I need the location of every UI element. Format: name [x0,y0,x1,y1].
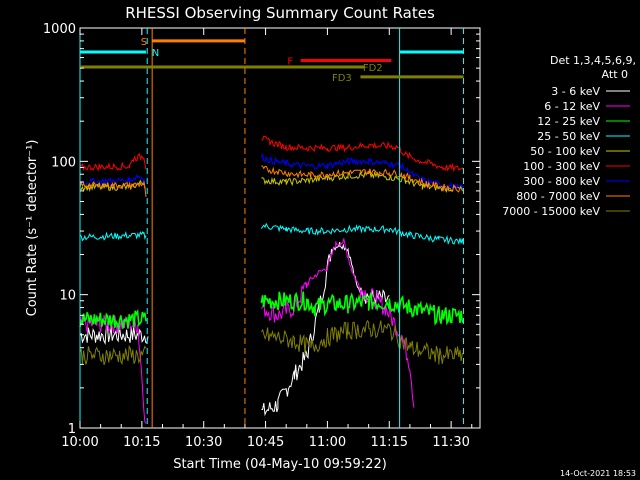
legend-label-2: 6 - 12 keV [544,100,600,113]
legend-header-line-1: Det 1,3,4,5,6,9, [550,54,636,67]
state-bar-label-4: F [287,57,293,68]
series-line-9 [79,319,464,366]
series-line-2 [79,238,415,424]
legend-label-7: 300 - 800 keV [523,175,600,188]
legend: Det 1,3,4,5,6,9, Att 0 3 - 6 keV 6 - 12 k… [502,54,636,218]
plot-area: SN F FD2 FD3 10:00 10:15 10:30 10:45 11:00 11:15 1… [43,22,481,450]
series-line-6 [79,135,464,173]
chart-title: RHESSI Observing Summary Count Rates [125,4,435,22]
state-bar-label-1: S [141,37,147,48]
series-line-5 [79,170,464,194]
series-line-1 [79,241,390,417]
y-tick-label-4: 1000 [43,22,76,37]
state-bar-label-5: FD2 [363,63,383,74]
series-line-3 [79,291,464,330]
y-tick-label-3: 100 [51,155,76,170]
y-axis-label: Count Rate (s⁻¹ detector⁻¹) [25,140,40,317]
legend-label-5: 50 - 100 keV [530,145,600,158]
state-bar-label-2: N [152,48,159,59]
x-tick-label-6: 11:15 [371,435,408,450]
y-tick-label-1: 1 [68,422,76,437]
legend-label-3: 12 - 25 keV [537,115,600,128]
legend-label-8: 800 - 7000 keV [516,190,600,203]
x-tick-label-7: 11:30 [432,435,469,450]
y-tick-label-2: 10 [59,289,76,304]
x-tick-label-3: 10:30 [185,435,222,450]
legend-label-6: 100 - 300 keV [523,160,600,173]
x-tick-label-5: 11:00 [309,435,346,450]
legend-label-9: 7000 - 15000 keV [502,205,600,218]
x-tick-label-1: 10:00 [61,435,98,450]
x-tick-label-2: 10:15 [123,435,160,450]
footer-date: 14-Oct-2021 18:53 [560,469,636,478]
series-line-4 [79,222,464,246]
x-axis-label: Start Time (04-May-10 09:59:22) [173,457,387,472]
legend-label-1: 3 - 6 keV [551,85,600,98]
x-tick-label-4: 10:45 [247,435,284,450]
state-bar-label-6: FD3 [332,73,352,84]
series-line-8 [79,165,464,198]
legend-header-line-2: Att 0 [602,68,628,81]
legend-label-4: 25 - 50 keV [537,130,600,143]
